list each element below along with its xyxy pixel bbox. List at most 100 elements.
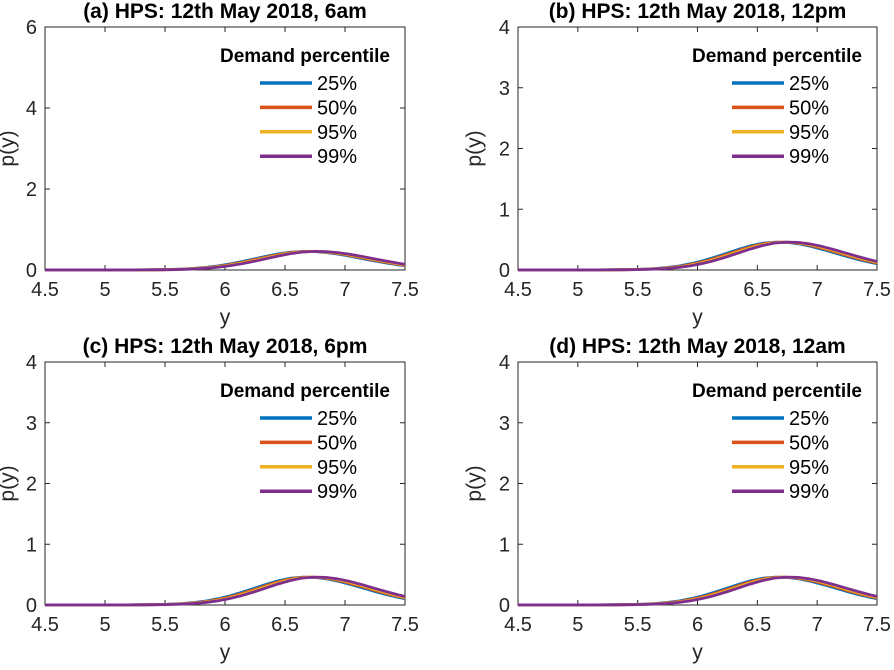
y-tick-label: 2 xyxy=(499,139,510,161)
plot-canvas-b: (b) HPS: 12th May 2018, 12pm y p(y) 4.5 5 5.5… xyxy=(463,0,891,329)
x-tick-label: 6.5 xyxy=(743,279,771,301)
x-tick-label: 5 xyxy=(99,279,110,301)
y-tick-label: 2 xyxy=(26,474,37,496)
y-tick-label: 3 xyxy=(499,78,510,100)
curves xyxy=(518,240,877,272)
curves xyxy=(45,575,405,607)
y-tick-label: 4 xyxy=(26,352,37,374)
x-tick-label: 4.5 xyxy=(31,279,59,301)
legend: Demand percentile 25%50% 95%99% xyxy=(220,46,390,168)
legend-label: 95% xyxy=(317,122,357,144)
x-tick-label: 5.5 xyxy=(151,614,179,636)
legend-label: 99% xyxy=(317,481,357,503)
legend-title: Demand percentile xyxy=(220,381,390,402)
legend: Demand percentile 25%50% 95%99% xyxy=(692,46,862,168)
subplot-c: (c) HPS: 12th May 2018, 6pm y p(y) 4.5 5 5.5 6… xyxy=(0,335,447,670)
plot-canvas-a: (a) HPS: 12th May 2018, 6am y p(y) 4.5 5 5.5 6… xyxy=(0,0,419,329)
curves xyxy=(45,250,405,272)
y-axis-label: p(y) xyxy=(0,130,19,166)
y-tick-label: 6 xyxy=(26,17,37,39)
y-tick-label: 3 xyxy=(499,413,510,435)
x-tick-label: 7.5 xyxy=(391,614,419,636)
subplot-b: (b) HPS: 12th May 2018, 12pm y p(y) 4.5 5 5.5… xyxy=(447,0,894,335)
x-tick-label: 6.5 xyxy=(743,614,771,636)
x-tick-label: 6 xyxy=(692,614,703,636)
legend-label: 95% xyxy=(317,457,357,479)
legend-title: Demand percentile xyxy=(692,46,862,67)
y-tick-label: 0 xyxy=(26,595,37,617)
y-tick-label: 2 xyxy=(26,179,37,201)
x-tick-label: 7.5 xyxy=(863,614,891,636)
y-tick-label: 1 xyxy=(499,534,510,556)
curve-99% xyxy=(518,575,877,607)
y-tick-label: 0 xyxy=(26,260,37,282)
plot-title: (a) HPS: 12th May 2018, 6am xyxy=(83,0,367,23)
plot-title: (d) HPS: 12th May 2018, 12am xyxy=(549,335,845,358)
y-axis-label: p(y) xyxy=(463,465,486,501)
x-tick-label: 7 xyxy=(812,279,823,301)
plot-canvas-c: (c) HPS: 12th May 2018, 6pm y p(y) 4.5 5 5.5 6… xyxy=(0,335,419,664)
curve-99% xyxy=(45,575,405,607)
legend-label: 50% xyxy=(317,432,357,454)
x-tick-label: 6 xyxy=(219,279,230,301)
y-tick-label: 4 xyxy=(499,17,510,39)
curve-95% xyxy=(518,575,877,607)
legend: Demand percentile 25%50% 95%99% xyxy=(692,381,862,503)
legend-label: 95% xyxy=(789,457,829,479)
axes-box xyxy=(44,361,406,606)
x-axis-label: y xyxy=(220,306,231,329)
legend: Demand percentile 25%50% 95%99% xyxy=(220,381,390,503)
plot-canvas-d: (d) HPS: 12th May 2018, 12am y p(y) 4.5 5 5.5… xyxy=(463,335,891,664)
y-tick-label: 4 xyxy=(499,352,510,374)
legend-label: 50% xyxy=(789,432,829,454)
legend-label: 95% xyxy=(789,122,829,144)
x-tick-label: 7.5 xyxy=(863,279,891,301)
x-tick-label: 5 xyxy=(99,614,110,636)
x-tick-label: 7 xyxy=(812,614,823,636)
x-tick-label: 4.5 xyxy=(504,279,532,301)
x-tick-label: 5.5 xyxy=(151,279,179,301)
y-tick-label: 0 xyxy=(499,260,510,282)
x-axis-label: y xyxy=(692,641,703,664)
curves xyxy=(518,575,877,607)
legend-label: 25% xyxy=(317,408,357,430)
curve-99% xyxy=(518,240,877,272)
x-tick-label: 4.5 xyxy=(504,614,532,636)
legend-label: 50% xyxy=(317,97,357,119)
axes-box xyxy=(44,26,406,271)
x-tick-label: 6.5 xyxy=(271,279,299,301)
x-tick-label: 7.5 xyxy=(391,279,419,301)
legend-label: 25% xyxy=(789,73,829,95)
legend-label: 50% xyxy=(789,97,829,119)
legend-label: 99% xyxy=(789,146,829,168)
y-tick-label: 0 xyxy=(499,595,510,617)
legend-title: Demand percentile xyxy=(692,381,862,402)
y-axis-label: p(y) xyxy=(463,130,486,166)
x-tick-label: 5 xyxy=(572,279,583,301)
x-tick-label: 5.5 xyxy=(624,614,652,636)
subplot-a: (a) HPS: 12th May 2018, 6am y p(y) 4.5 5 5.5 6… xyxy=(0,0,447,335)
x-tick-label: 7 xyxy=(339,279,350,301)
subplot-d: (d) HPS: 12th May 2018, 12am y p(y) 4.5 5 5.5… xyxy=(447,335,894,670)
y-tick-label: 4 xyxy=(26,98,37,120)
x-tick-label: 6 xyxy=(219,614,230,636)
axes-box xyxy=(517,26,878,271)
curve-99% xyxy=(45,250,405,272)
x-tick-label: 5 xyxy=(572,614,583,636)
x-axis-label: y xyxy=(220,641,231,664)
x-axis-label: y xyxy=(692,306,703,329)
curve-95% xyxy=(45,575,405,607)
y-tick-label: 1 xyxy=(499,199,510,221)
legend-title: Demand percentile xyxy=(220,46,390,67)
y-tick-label: 1 xyxy=(26,534,37,556)
legend-label: 99% xyxy=(317,146,357,168)
plot-title: (c) HPS: 12th May 2018, 6pm xyxy=(83,335,368,358)
y-tick-label: 3 xyxy=(26,413,37,435)
legend-label: 25% xyxy=(789,408,829,430)
y-tick-label: 2 xyxy=(499,474,510,496)
curve-95% xyxy=(518,240,877,272)
plot-title: (b) HPS: 12th May 2018, 12pm xyxy=(549,0,847,23)
x-tick-label: 6.5 xyxy=(271,614,299,636)
x-tick-label: 5.5 xyxy=(624,279,652,301)
